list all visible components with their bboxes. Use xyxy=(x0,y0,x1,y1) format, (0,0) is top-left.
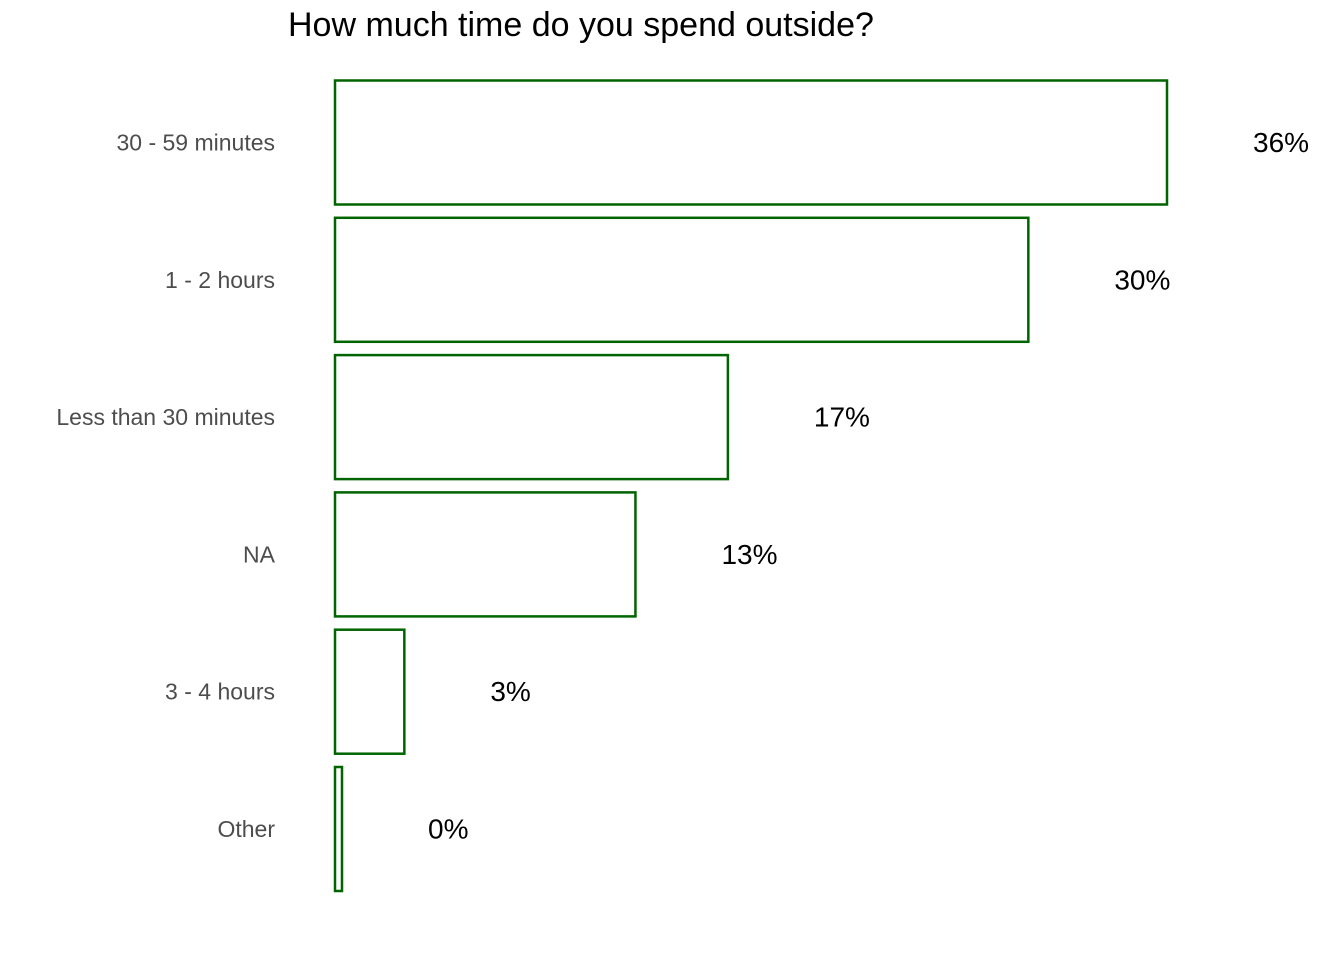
chart-title: How much time do you spend outside? xyxy=(288,6,874,44)
bars-layer xyxy=(333,79,1169,893)
data-label-less-than-30-minutes: 17% xyxy=(814,402,870,433)
category-label-other: Other xyxy=(217,816,275,842)
category-label-30-59-minutes: 30 - 59 minutes xyxy=(116,130,275,156)
data-label-na: 13% xyxy=(721,539,777,570)
category-label-1-2-hours: 1 - 2 hours xyxy=(165,267,275,293)
data-label-other: 0% xyxy=(428,814,468,845)
data-labels: 36% 30% 17% 13% 3% 0% xyxy=(428,127,1309,845)
bar-30-59-minutes xyxy=(333,79,1169,206)
bar-1-2-hours xyxy=(333,216,1030,344)
category-label-na: NA xyxy=(243,541,276,567)
data-label-1-2-hours: 30% xyxy=(1114,264,1170,295)
data-label-30-59-minutes: 36% xyxy=(1253,127,1309,158)
category-labels: 30 - 59 minutes 1 - 2 hours Less than 30 m… xyxy=(56,130,275,843)
bar-other xyxy=(333,765,344,893)
bar-na xyxy=(333,491,637,618)
category-label-3-4-hours: 3 - 4 hours xyxy=(165,679,275,705)
bar-less-than-30-minutes xyxy=(333,353,730,481)
category-label-less-than-30-minutes: Less than 30 minutes xyxy=(56,404,275,430)
bar-3-4-hours xyxy=(333,628,406,755)
data-label-3-4-hours: 3% xyxy=(490,676,530,707)
